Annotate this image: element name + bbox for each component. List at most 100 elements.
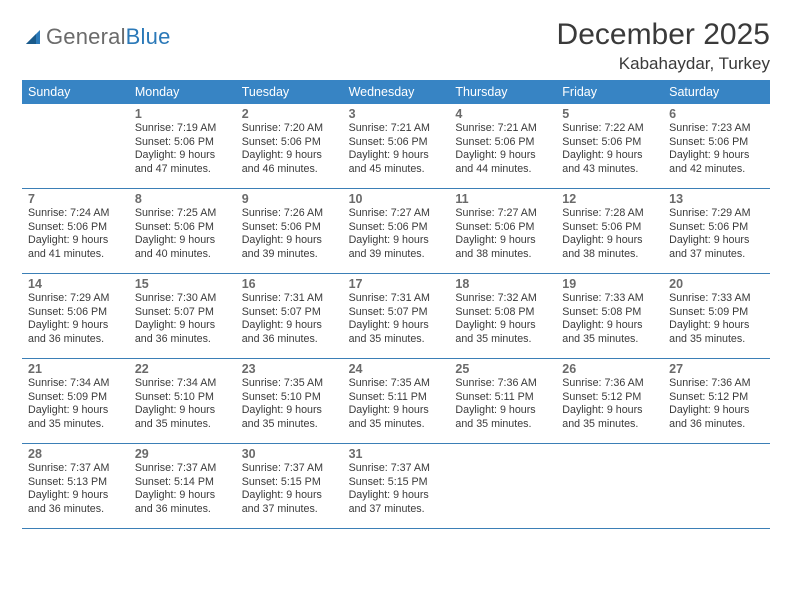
daylight-text: Daylight: 9 hours and 35 minutes. bbox=[562, 404, 657, 431]
sunrise-text: Sunrise: 7:37 AM bbox=[135, 462, 230, 476]
daylight-text: Daylight: 9 hours and 36 minutes. bbox=[669, 404, 764, 431]
calendar-cell: 2Sunrise: 7:20 AMSunset: 5:06 PMDaylight… bbox=[236, 104, 343, 188]
day-number: 27 bbox=[669, 362, 764, 376]
day-number: 10 bbox=[349, 192, 444, 206]
calendar-cell: 15Sunrise: 7:30 AMSunset: 5:07 PMDayligh… bbox=[129, 274, 236, 358]
day-number: 31 bbox=[349, 447, 444, 461]
sunset-text: Sunset: 5:06 PM bbox=[669, 136, 764, 150]
sunrise-text: Sunrise: 7:34 AM bbox=[28, 377, 123, 391]
day-number: 5 bbox=[562, 107, 657, 121]
sunrise-text: Sunrise: 7:22 AM bbox=[562, 122, 657, 136]
day-number: 2 bbox=[242, 107, 337, 121]
calendar-cell: 7Sunrise: 7:24 AMSunset: 5:06 PMDaylight… bbox=[22, 189, 129, 273]
sunrise-text: Sunrise: 7:33 AM bbox=[562, 292, 657, 306]
calendar-cell: 12Sunrise: 7:28 AMSunset: 5:06 PMDayligh… bbox=[556, 189, 663, 273]
sunrise-text: Sunrise: 7:37 AM bbox=[242, 462, 337, 476]
daylight-text: Daylight: 9 hours and 35 minutes. bbox=[669, 319, 764, 346]
daylight-text: Daylight: 9 hours and 42 minutes. bbox=[669, 149, 764, 176]
daylight-text: Daylight: 9 hours and 36 minutes. bbox=[242, 319, 337, 346]
daylight-text: Daylight: 9 hours and 35 minutes. bbox=[349, 404, 444, 431]
sunrise-text: Sunrise: 7:20 AM bbox=[242, 122, 337, 136]
calendar-cell-empty bbox=[22, 104, 129, 188]
daylight-text: Daylight: 9 hours and 37 minutes. bbox=[669, 234, 764, 261]
daylight-text: Daylight: 9 hours and 37 minutes. bbox=[242, 489, 337, 516]
sunrise-text: Sunrise: 7:36 AM bbox=[455, 377, 550, 391]
sunset-text: Sunset: 5:06 PM bbox=[135, 221, 230, 235]
calendar-cell: 21Sunrise: 7:34 AMSunset: 5:09 PMDayligh… bbox=[22, 359, 129, 443]
sunset-text: Sunset: 5:10 PM bbox=[135, 391, 230, 405]
calendar-cell: 4Sunrise: 7:21 AMSunset: 5:06 PMDaylight… bbox=[449, 104, 556, 188]
weekday-tue: Tuesday bbox=[236, 80, 343, 104]
sunrise-text: Sunrise: 7:28 AM bbox=[562, 207, 657, 221]
daylight-text: Daylight: 9 hours and 36 minutes. bbox=[28, 319, 123, 346]
sunrise-text: Sunrise: 7:36 AM bbox=[562, 377, 657, 391]
sunset-text: Sunset: 5:12 PM bbox=[562, 391, 657, 405]
calendar-week: 7Sunrise: 7:24 AMSunset: 5:06 PMDaylight… bbox=[22, 189, 770, 274]
day-number: 29 bbox=[135, 447, 230, 461]
day-number: 20 bbox=[669, 277, 764, 291]
daylight-text: Daylight: 9 hours and 38 minutes. bbox=[455, 234, 550, 261]
logo-text: GeneralBlue bbox=[46, 24, 171, 50]
calendar-week: 14Sunrise: 7:29 AMSunset: 5:06 PMDayligh… bbox=[22, 274, 770, 359]
sunset-text: Sunset: 5:07 PM bbox=[242, 306, 337, 320]
logo-sail-icon bbox=[22, 26, 44, 48]
sunset-text: Sunset: 5:13 PM bbox=[28, 476, 123, 490]
calendar-cell: 1Sunrise: 7:19 AMSunset: 5:06 PMDaylight… bbox=[129, 104, 236, 188]
sunset-text: Sunset: 5:08 PM bbox=[562, 306, 657, 320]
sunrise-text: Sunrise: 7:24 AM bbox=[28, 207, 123, 221]
day-number: 4 bbox=[455, 107, 550, 121]
calendar-cell: 13Sunrise: 7:29 AMSunset: 5:06 PMDayligh… bbox=[663, 189, 770, 273]
calendar-cell: 20Sunrise: 7:33 AMSunset: 5:09 PMDayligh… bbox=[663, 274, 770, 358]
calendar-cell: 27Sunrise: 7:36 AMSunset: 5:12 PMDayligh… bbox=[663, 359, 770, 443]
sunset-text: Sunset: 5:10 PM bbox=[242, 391, 337, 405]
calendar-week: 21Sunrise: 7:34 AMSunset: 5:09 PM Dayligh… bbox=[22, 359, 770, 444]
weekday-mon: Monday bbox=[129, 80, 236, 104]
daylight-text: Daylight: 9 hours and 35 minutes. bbox=[455, 404, 550, 431]
daylight-text: Daylight: 9 hours and 36 minutes. bbox=[135, 489, 230, 516]
sunrise-text: Sunrise: 7:36 AM bbox=[669, 377, 764, 391]
day-number: 7 bbox=[28, 192, 123, 206]
calendar-week: 28 Sunrise: 7:37 AM Sunset: 5:13 PM Dayligh… bbox=[22, 444, 770, 529]
calendar-cell: 17Sunrise: 7:31 AMSunset: 5:07 PMDayligh… bbox=[343, 274, 450, 358]
calendar-cell-empty bbox=[556, 444, 663, 528]
calendar-cell-empty bbox=[449, 444, 556, 528]
calendar-week: 1Sunrise: 7:19 AMSunset: 5:06 PMDaylight… bbox=[22, 104, 770, 189]
calendar-cell: 16Sunrise: 7:31 AMSunset: 5:07 PMDayligh… bbox=[236, 274, 343, 358]
sunset-text: Sunset: 5:07 PM bbox=[349, 306, 444, 320]
day-number: 26 bbox=[562, 362, 657, 376]
day-number: 23 bbox=[242, 362, 337, 376]
sunset-text: Sunset: 5:06 PM bbox=[669, 221, 764, 235]
sunset-text: Sunset: 5:09 PM bbox=[28, 391, 123, 405]
weeks-container: 1Sunrise: 7:19 AMSunset: 5:06 PMDaylight… bbox=[22, 104, 770, 529]
sunset-text: Sunset: 5:09 PM bbox=[669, 306, 764, 320]
day-number: 12 bbox=[562, 192, 657, 206]
sunset-text: Sunset: 5:06 PM bbox=[28, 306, 123, 320]
day-number: 18 bbox=[455, 277, 550, 291]
calendar-cell: 5Sunrise: 7:22 AMSunset: 5:06 PMDaylight… bbox=[556, 104, 663, 188]
calendar-cell: 31Sunrise: 7:37 AMSunset: 5:15 PMDayligh… bbox=[343, 444, 450, 528]
calendar-cell: 6Sunrise: 7:23 AMSunset: 5:06 PMDaylight… bbox=[663, 104, 770, 188]
daylight-text: Daylight: 9 hours and 41 minutes. bbox=[28, 234, 123, 261]
weekday-sat: Saturday bbox=[663, 80, 770, 104]
sunset-text: Sunset: 5:15 PM bbox=[349, 476, 444, 490]
day-number: 1 bbox=[135, 107, 230, 121]
sunset-text: Sunset: 5:06 PM bbox=[242, 136, 337, 150]
sunrise-text: Sunrise: 7:37 AM bbox=[349, 462, 444, 476]
sunset-text: Sunset: 5:06 PM bbox=[455, 221, 550, 235]
sunset-text: Sunset: 5:07 PM bbox=[135, 306, 230, 320]
weekday-fri: Friday bbox=[556, 80, 663, 104]
calendar-cell: 19Sunrise: 7:33 AMSunset: 5:08 PMDayligh… bbox=[556, 274, 663, 358]
logo: GeneralBlue bbox=[22, 18, 171, 50]
logo-text-2: Blue bbox=[126, 24, 171, 49]
daylight-text: Daylight: 9 hours and 35 minutes. bbox=[349, 319, 444, 346]
daylight-text: Daylight: 9 hours and 46 minutes. bbox=[242, 149, 337, 176]
calendar-cell: 24Sunrise: 7:35 AMSunset: 5:11 PMDayligh… bbox=[343, 359, 450, 443]
daylight-text: Daylight: 9 hours and 37 minutes. bbox=[349, 489, 444, 516]
day-number: 21 bbox=[28, 362, 123, 376]
daylight-text: Daylight: 9 hours and 47 minutes. bbox=[135, 149, 230, 176]
calendar-cell: 3Sunrise: 7:21 AMSunset: 5:06 PMDaylight… bbox=[343, 104, 450, 188]
daylight-text: Daylight: 9 hours and 39 minutes. bbox=[349, 234, 444, 261]
day-number: 28 bbox=[28, 447, 123, 461]
sunset-text: Sunset: 5:12 PM bbox=[669, 391, 764, 405]
calendar-cell: 14Sunrise: 7:29 AMSunset: 5:06 PMDayligh… bbox=[22, 274, 129, 358]
